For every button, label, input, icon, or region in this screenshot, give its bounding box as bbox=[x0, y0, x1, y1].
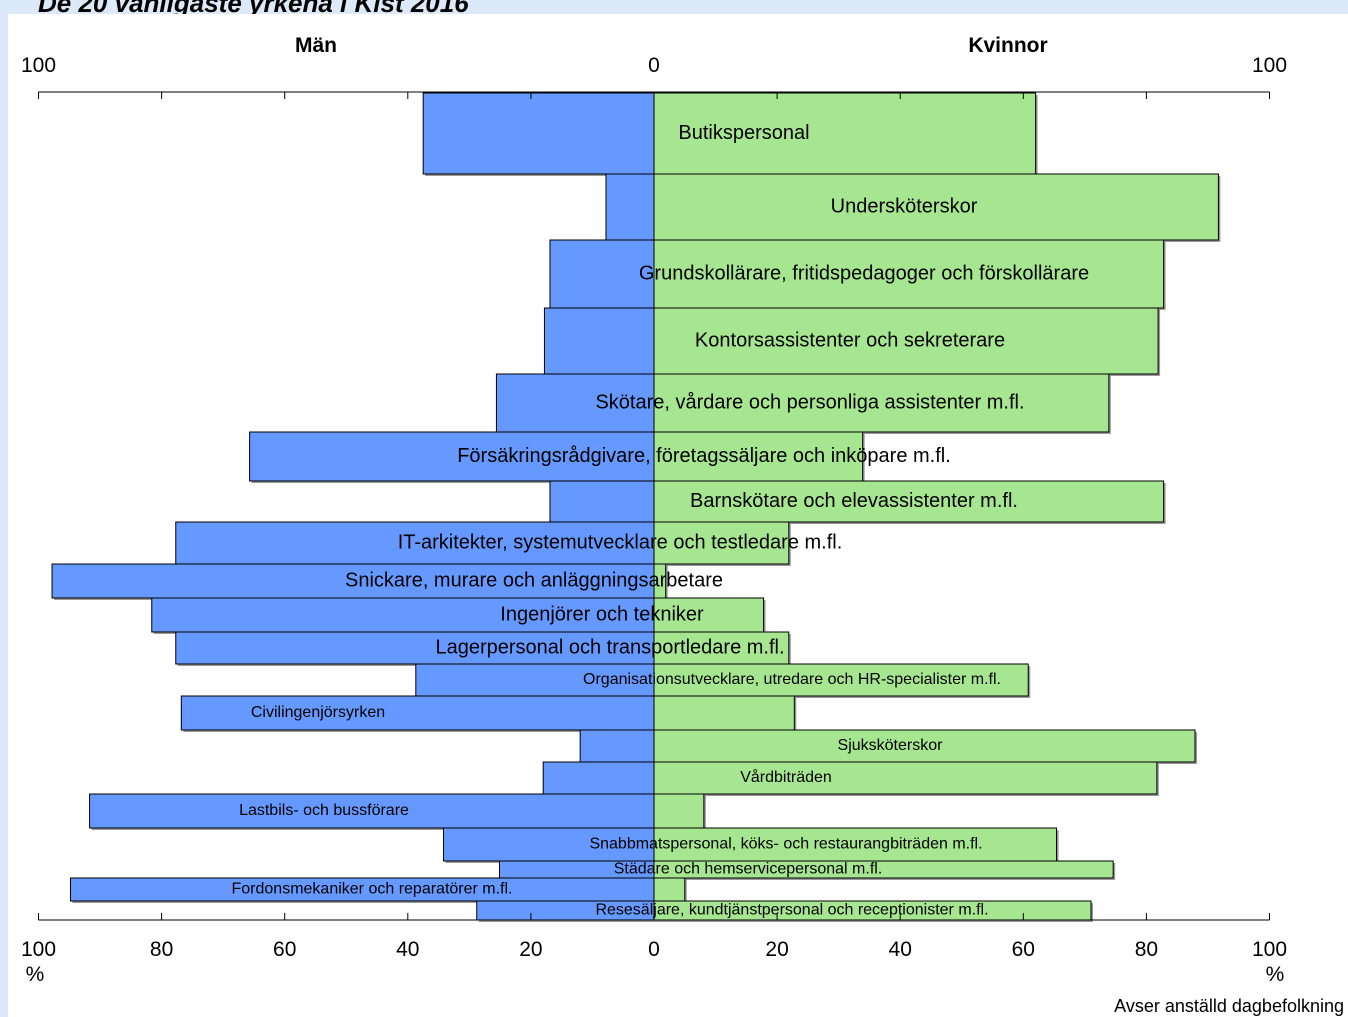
bottom-tick-label: 0 bbox=[648, 938, 660, 961]
bar-men bbox=[605, 173, 655, 241]
top-tick-label: 100 bbox=[1252, 54, 1287, 77]
bar-men bbox=[543, 307, 655, 375]
top-tick-label: 100 bbox=[21, 54, 56, 77]
bar-women bbox=[653, 793, 705, 829]
bar-women bbox=[653, 521, 790, 565]
bar-men bbox=[549, 480, 655, 523]
bar-women bbox=[653, 695, 795, 731]
legend-men: Män bbox=[295, 34, 337, 57]
bottom-tick-label: 80 bbox=[150, 938, 173, 961]
category-label: Kontorsassistenter och sekreterare bbox=[695, 329, 1005, 351]
bar-women bbox=[653, 597, 765, 633]
bar-women bbox=[653, 92, 1037, 175]
unit-left: % bbox=[26, 963, 45, 986]
bar-women bbox=[653, 431, 864, 482]
category-label: Fordonsmekaniker och reparatörer m.fl. bbox=[232, 880, 513, 897]
category-label: Städare och hemservicepersonal m.fl. bbox=[614, 860, 883, 877]
bar-women bbox=[653, 663, 1029, 697]
bottom-tick-label: 20 bbox=[519, 938, 542, 961]
category-label: Undersköterskor bbox=[831, 195, 978, 217]
chart-title: De 20 vanligaste yrkena i Kist 2016 bbox=[38, 0, 469, 18]
bottom-tick-label: 40 bbox=[889, 938, 912, 961]
bar-men bbox=[175, 631, 655, 665]
bottom-tick-label: 60 bbox=[273, 938, 296, 961]
bar-women bbox=[653, 827, 1058, 862]
bar-women bbox=[653, 860, 1114, 879]
category-label: IT-arkitekter, systemutvecklare och test… bbox=[398, 531, 843, 553]
bar-men bbox=[249, 431, 655, 482]
bar-women bbox=[653, 239, 1165, 309]
category-label: Sjuksköterskor bbox=[838, 737, 944, 754]
bottom-tick-label: 100 bbox=[21, 938, 56, 961]
bar-men bbox=[542, 761, 655, 795]
category-label: Vårdbiträden bbox=[740, 768, 832, 786]
bottom-tick-label: 20 bbox=[765, 938, 788, 961]
bottom-tick-label: 100 bbox=[1252, 938, 1287, 961]
bar-men bbox=[415, 663, 655, 697]
top-tick-label: 0 bbox=[648, 54, 660, 77]
bar-women bbox=[653, 373, 1110, 433]
bar-women bbox=[653, 631, 790, 665]
bar-women bbox=[653, 480, 1165, 523]
category-label: Ingenjörer och tekniker bbox=[500, 603, 704, 625]
unit-right: % bbox=[1266, 963, 1285, 986]
bar-women bbox=[653, 761, 1158, 795]
bar-men bbox=[495, 373, 655, 433]
bottom-tick-label: 60 bbox=[1012, 938, 1035, 961]
bar-women bbox=[653, 877, 686, 902]
category-label: Butikspersonal bbox=[678, 122, 809, 144]
bar-men bbox=[579, 729, 655, 763]
bar-men bbox=[89, 793, 655, 829]
category-label: Snickare, murare och anläggningsarbetare bbox=[345, 569, 723, 591]
bar-women bbox=[653, 307, 1159, 375]
category-label: Snabbmatspersonal, köks- och restaurangb… bbox=[589, 835, 982, 852]
bar-men bbox=[442, 827, 655, 862]
category-label: Skötare, vårdare och personliga assisten… bbox=[595, 391, 1024, 413]
bar-men bbox=[51, 563, 655, 599]
category-label: Lagerpersonal och transportledare m.fl. bbox=[435, 636, 784, 658]
category-label: Barnskötare och elevassistenter m.fl. bbox=[690, 490, 1018, 512]
category-label: Civilingenjörsyrken bbox=[251, 704, 385, 721]
bottom-tick-label: 80 bbox=[1135, 938, 1158, 961]
bottom-tick-label: 40 bbox=[396, 938, 419, 961]
bar-women bbox=[653, 173, 1219, 241]
category-label: Lastbils- och bussförare bbox=[239, 802, 409, 819]
chart-area: Butikspersonal Undersköterskor Grundskollä… bbox=[8, 14, 1348, 1017]
category-label: Försäkringsrådgivare, företagssäljare oc… bbox=[457, 445, 951, 467]
legend-women: Kvinnor bbox=[968, 34, 1047, 57]
category-label: Organisationsutvecklare, utredare och HR… bbox=[583, 671, 1001, 688]
footnote: Avser anställd dagbefolkning bbox=[1114, 996, 1344, 1016]
bar-men bbox=[151, 597, 655, 633]
diverging-bar-chart: Butikspersonal Undersköterskor Grundskollä… bbox=[21, 34, 1344, 1016]
bar-men bbox=[422, 92, 655, 175]
category-label: Resesäljare, kundtjänstpersonal och rece… bbox=[595, 901, 988, 918]
category-label: Grundskollärare, fritidspedagoger och fö… bbox=[639, 262, 1089, 284]
